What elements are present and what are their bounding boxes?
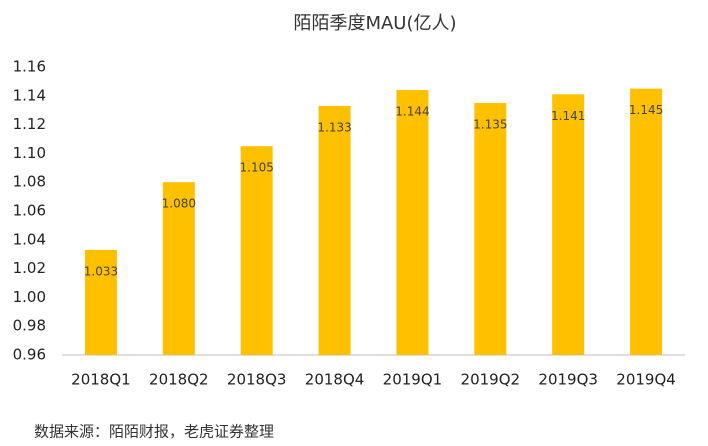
x-tick-label: 2019Q4	[616, 371, 676, 389]
bar	[396, 90, 429, 355]
y-tick-label: 1.08	[13, 173, 46, 191]
y-tick-label: 1.06	[13, 202, 46, 220]
value-label: 1.080	[162, 197, 196, 211]
x-tick-label: 2019Q1	[383, 371, 443, 389]
x-tick-label: 2019Q2	[461, 371, 521, 389]
y-tick-label: 1.10	[13, 144, 46, 162]
bar	[84, 249, 117, 355]
y-tick-label: 1.04	[13, 230, 46, 248]
value-label: 1.141	[551, 109, 585, 123]
y-tick-label: 1.12	[13, 115, 46, 133]
value-label: 1.144	[395, 105, 429, 119]
bar	[552, 94, 585, 356]
value-label: 1.135	[473, 118, 507, 132]
value-label: 1.133	[317, 120, 351, 134]
y-tick-label: 1.02	[13, 259, 46, 277]
bar	[318, 105, 351, 355]
bar	[630, 88, 663, 355]
y-tick-label: 0.96	[13, 346, 46, 364]
value-label: 1.033	[84, 264, 118, 278]
source-note: 数据来源：陌陌财报，老虎证券整理	[34, 423, 274, 441]
x-tick-label: 2018Q4	[305, 371, 365, 389]
x-tick-label: 2018Q3	[227, 371, 287, 389]
chart-title: 陌陌季度MAU(亿人)	[293, 13, 456, 34]
y-tick-label: 0.98	[13, 317, 46, 335]
x-tick-label: 2019Q3	[538, 371, 598, 389]
x-tick-label: 2018Q2	[149, 371, 209, 389]
value-label: 1.145	[629, 103, 663, 117]
bar	[162, 182, 195, 355]
x-tick-label: 2018Q1	[71, 371, 131, 389]
y-tick-label: 1.16	[13, 58, 46, 76]
bar	[474, 103, 507, 355]
value-label: 1.105	[240, 161, 274, 175]
y-tick-label: 1.14	[13, 86, 46, 104]
y-tick-label: 1.00	[13, 288, 46, 306]
bar	[240, 146, 273, 355]
